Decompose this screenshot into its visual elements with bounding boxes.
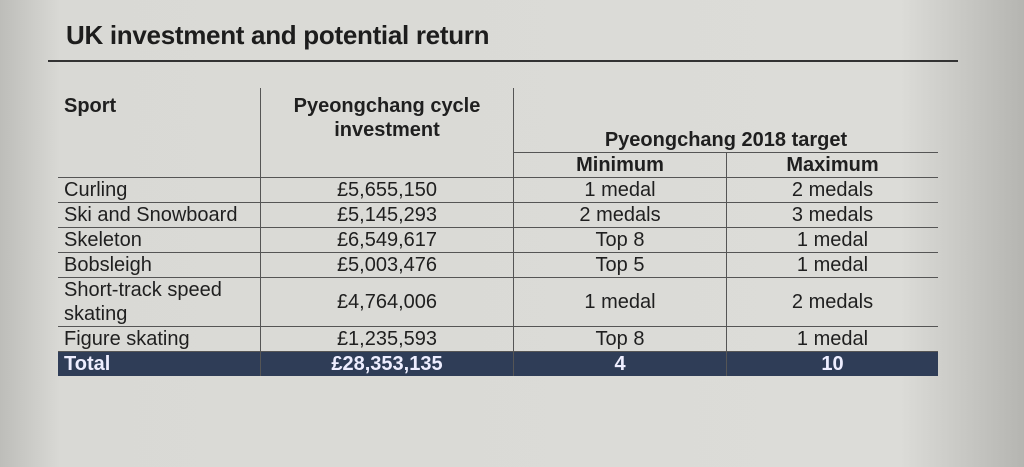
rule (48, 60, 958, 62)
investment-cell: £5,003,476 (260, 252, 514, 278)
title: UK investment and potential return (66, 20, 490, 50)
header-row: Sport Pyeongchang cycle investment Pyeon… (58, 88, 938, 178)
total-row: Total £28,353,135 4 10 (58, 351, 938, 376)
maximum-cell: 1 medal (726, 326, 938, 352)
sport-cell: Bobsleigh (58, 252, 261, 278)
maximum-cell: 1 medal (726, 252, 938, 278)
minimum-cell: 4 (513, 351, 727, 376)
minimum-cell: 1 medal (513, 177, 727, 203)
maximum-cell: 2 medals (726, 177, 938, 203)
minimum-cell: Top 5 (513, 252, 727, 278)
data-row: Curling £5,655,150 1 medal 2 medals (58, 177, 938, 203)
investment-table: Sport Pyeongchang cycle investment Pyeon… (58, 88, 938, 376)
data-row: Ski and Snowboard £5,145,293 2 medals 3 med… (58, 202, 938, 228)
minimum-cell: Top 8 (513, 326, 727, 352)
minimum-cell: 1 medal (513, 277, 727, 327)
sport-cell: Skeleton (58, 227, 261, 253)
column-header: Pyeongchang 2018 target (513, 88, 938, 153)
maximum-cell: 3 medals (726, 202, 938, 228)
sport-cell: Figure skating (58, 326, 261, 352)
subheader-row: Minimum Maximum (58, 152, 938, 178)
sport-cell: Short-track speed skating (58, 277, 261, 327)
subcolumn-header: Minimum (513, 152, 727, 178)
maximum-cell: 10 (726, 351, 938, 376)
sport-cell: Curling (58, 177, 261, 203)
sport-cell: Ski and Snowboard (58, 202, 261, 228)
investment-cell: £5,145,293 (260, 202, 514, 228)
data-row: Short-track speed skating £4,764,006 1 med… (58, 277, 938, 327)
subcolumn-header: Maximum (726, 152, 938, 178)
investment-cell: £5,655,150 (260, 177, 514, 203)
investment-cell: £6,549,617 (260, 227, 514, 253)
sport-cell: Total (58, 351, 261, 376)
maximum-cell: 2 medals (726, 277, 938, 327)
column-header: Sport (58, 88, 261, 178)
investment-cell: £28,353,135 (260, 351, 514, 376)
minimum-cell: 2 medals (513, 202, 727, 228)
investment-cell: £1,235,593 (260, 326, 514, 352)
column-header: Pyeongchang cycle investment (260, 88, 514, 178)
minimum-cell: Top 8 (513, 227, 727, 253)
maximum-cell: 1 medal (726, 227, 938, 253)
investment-cell: £4,764,006 (260, 277, 514, 327)
